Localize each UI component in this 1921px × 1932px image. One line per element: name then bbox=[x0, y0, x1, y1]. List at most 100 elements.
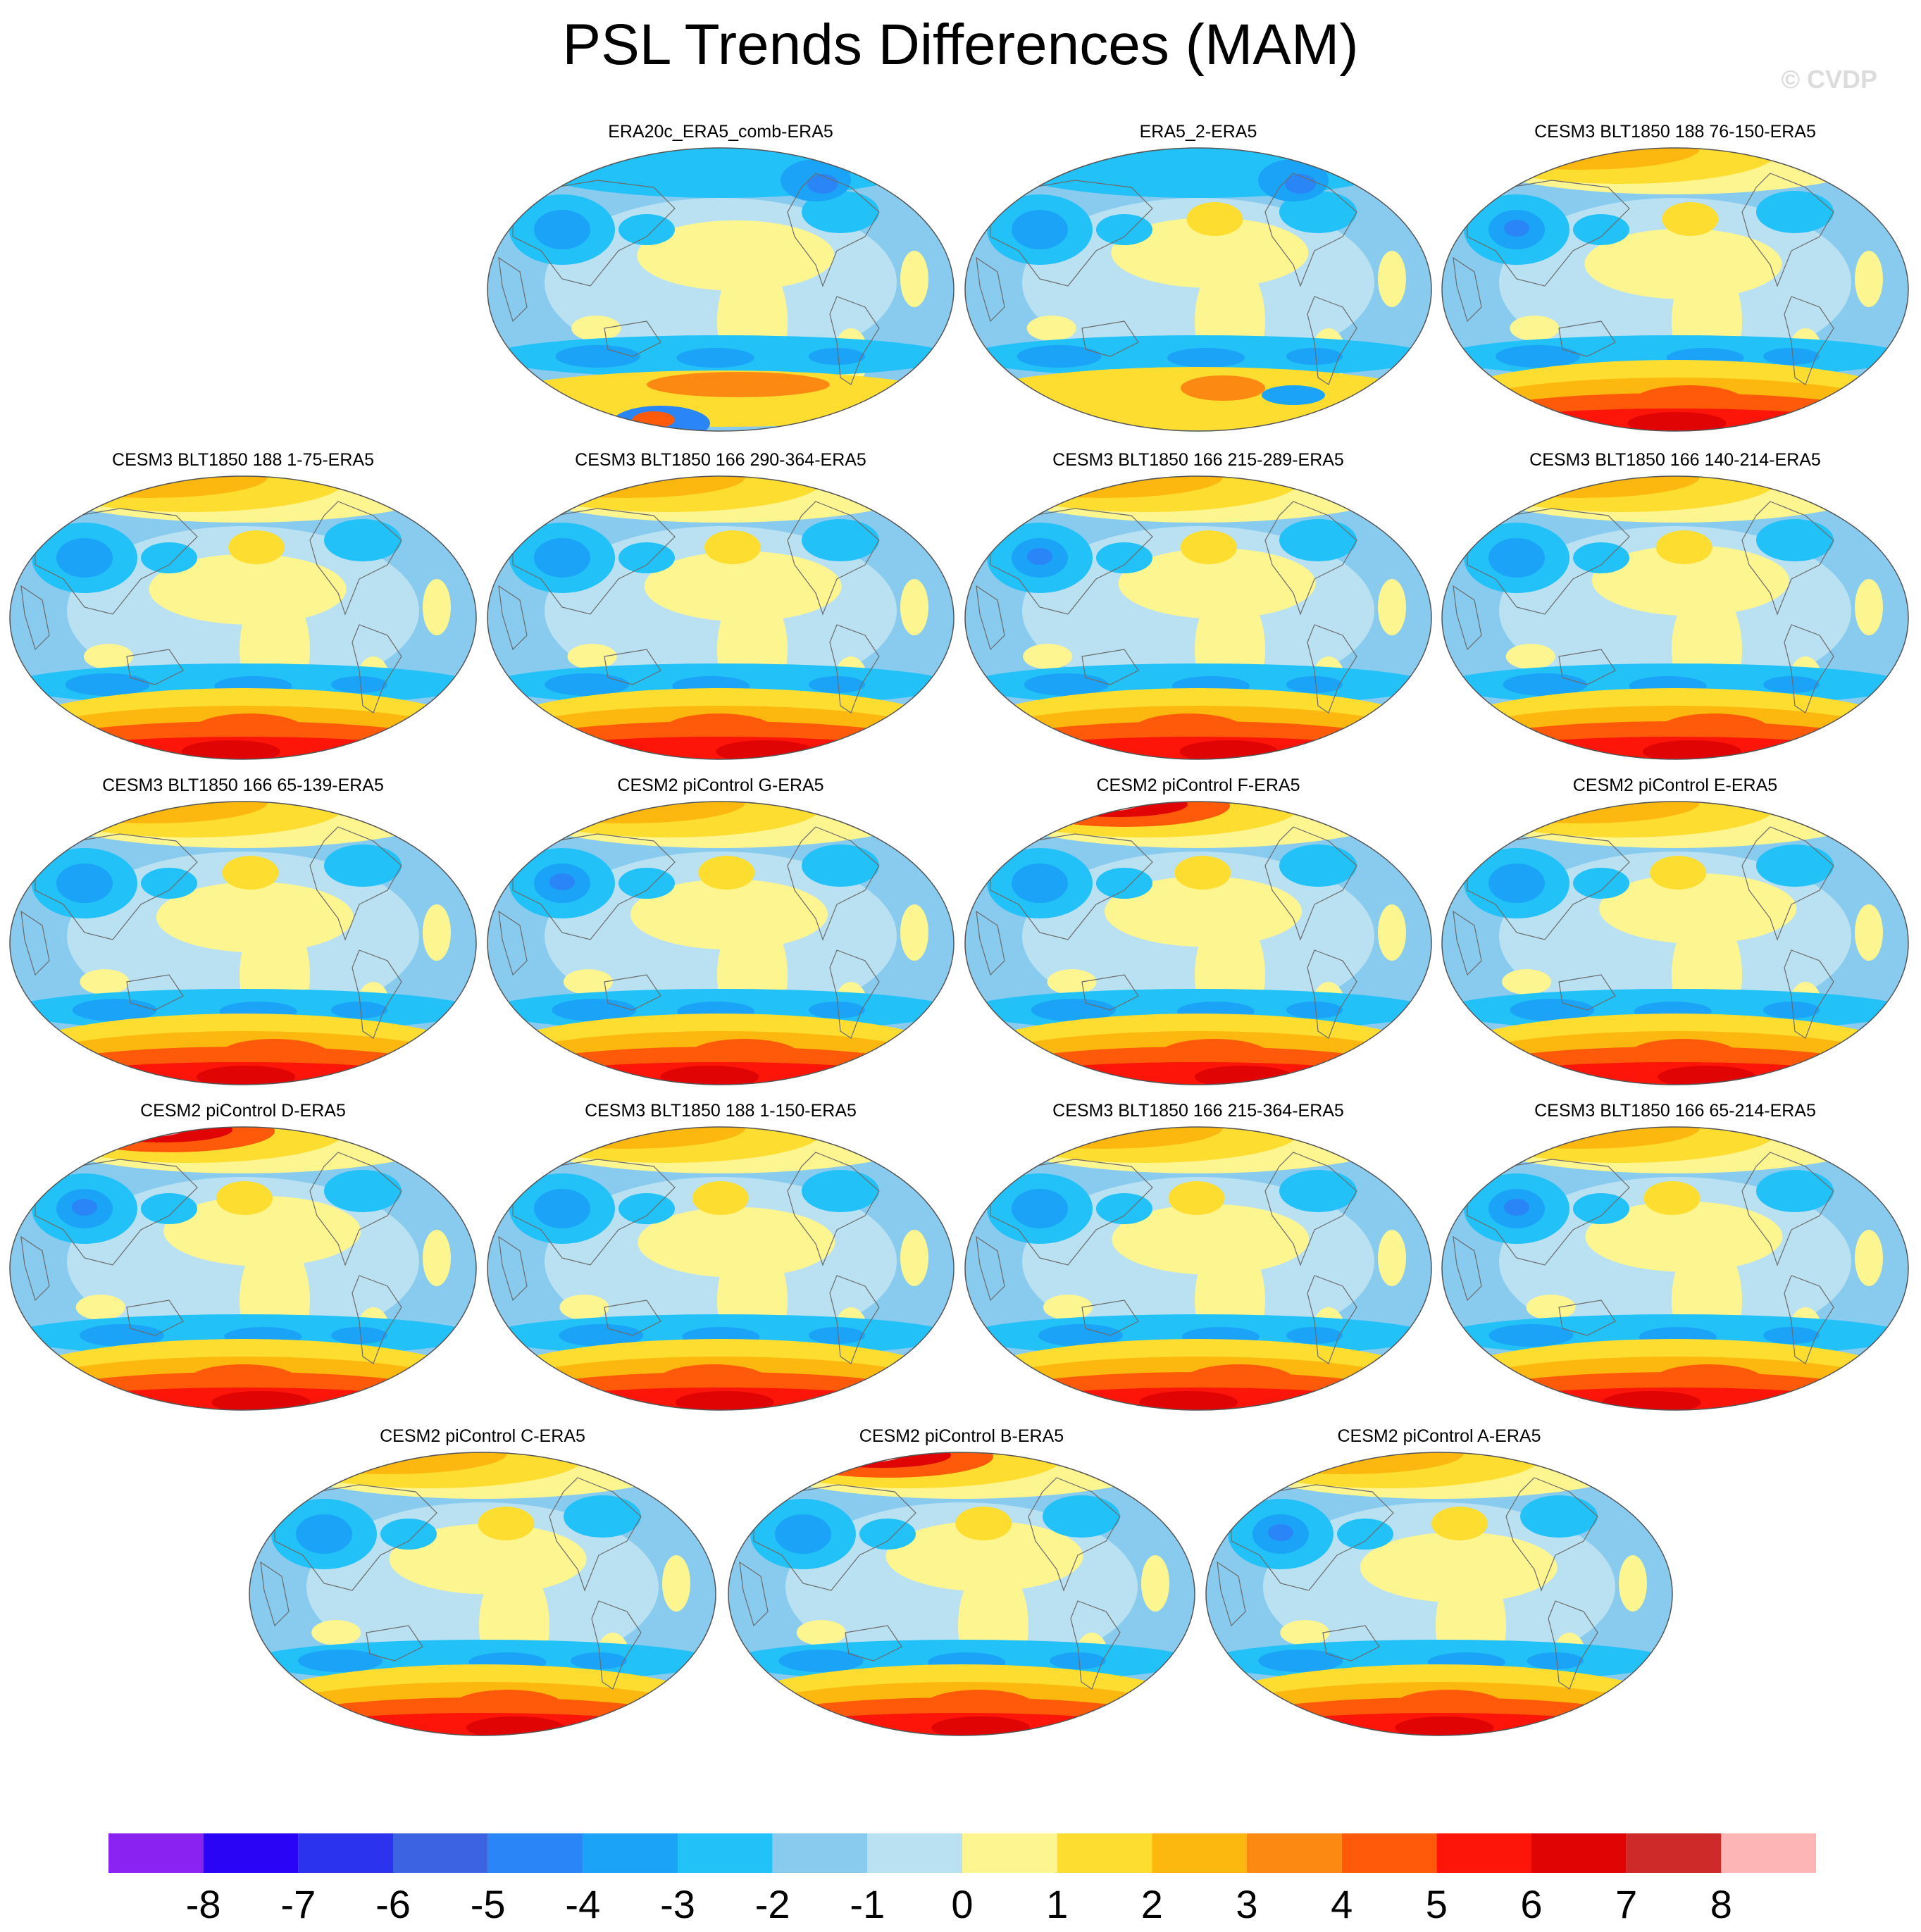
coastlines bbox=[976, 173, 1357, 385]
positive-patch bbox=[900, 251, 928, 307]
north-america-outline bbox=[787, 173, 880, 287]
north-america-outline bbox=[1264, 501, 1357, 616]
colorbar-tick-label: 6 bbox=[1520, 1882, 1542, 1926]
robinson-map bbox=[1441, 475, 1909, 760]
asia-outline bbox=[990, 508, 1153, 615]
negative-patch bbox=[324, 1170, 402, 1212]
south-america-outline bbox=[1784, 1275, 1834, 1364]
panel-title: CESM2 piControl E-ERA5 bbox=[1572, 775, 1778, 795]
africa-outline bbox=[1453, 910, 1482, 976]
australia-outline bbox=[1558, 1300, 1616, 1336]
negative-patch bbox=[1573, 542, 1629, 573]
negative-patch bbox=[552, 999, 637, 1021]
asia-outline bbox=[990, 180, 1153, 287]
map-panel: CESM2 piControl E-ERA5 bbox=[1439, 773, 1911, 1097]
negative-patch bbox=[1031, 999, 1116, 1021]
positive-patch bbox=[1431, 1507, 1488, 1540]
page-title: PSL Trends Differences (MAM) bbox=[562, 13, 1359, 77]
south-america-outline bbox=[1070, 1600, 1121, 1690]
negative-patch bbox=[809, 348, 865, 365]
negative-patch bbox=[1096, 1193, 1152, 1224]
negative-patch bbox=[1496, 345, 1581, 368]
panel-title: CESM2 piControl D-ERA5 bbox=[140, 1101, 346, 1121]
asia-outline bbox=[274, 1484, 437, 1591]
south-america-outline bbox=[591, 1600, 642, 1690]
negative-patch bbox=[324, 519, 402, 561]
coastlines bbox=[498, 173, 880, 385]
australia-outline bbox=[1081, 974, 1139, 1011]
asia-outline bbox=[35, 833, 198, 940]
positive-patch bbox=[222, 856, 279, 890]
positive-patch bbox=[1662, 202, 1719, 236]
coastlines bbox=[20, 826, 402, 1039]
negative-patch bbox=[859, 1519, 916, 1550]
colorbar-tick-label: -5 bbox=[471, 1882, 506, 1926]
map-field bbox=[10, 802, 476, 1085]
negative-patch bbox=[1279, 845, 1357, 887]
negative-patch bbox=[571, 1652, 627, 1669]
australia-outline bbox=[845, 1625, 902, 1662]
negative-patch bbox=[324, 845, 402, 887]
negative-patch bbox=[331, 1002, 387, 1018]
negative-patch bbox=[1096, 214, 1152, 245]
robinson-map bbox=[964, 801, 1432, 1085]
asia-outline bbox=[512, 508, 676, 615]
asia-outline bbox=[990, 1159, 1153, 1266]
negative-patch bbox=[1763, 1002, 1820, 1018]
colorbar-swatch bbox=[1247, 1833, 1342, 1873]
negative-patch bbox=[618, 214, 675, 245]
asia-outline bbox=[753, 1484, 916, 1591]
antarctic-band bbox=[1139, 1391, 1238, 1410]
north-america-outline bbox=[1028, 1477, 1121, 1592]
positive-patch bbox=[796, 1620, 846, 1645]
coastlines bbox=[498, 501, 880, 713]
south-america-outline bbox=[829, 296, 880, 385]
negative-patch bbox=[1510, 999, 1595, 1021]
colorbar-tick-label: -2 bbox=[755, 1882, 790, 1926]
positive-patch bbox=[1502, 969, 1552, 995]
colorbar-swatch bbox=[108, 1833, 204, 1873]
australia-outline bbox=[366, 1625, 423, 1662]
map-border bbox=[728, 1452, 1195, 1736]
negative-patch bbox=[809, 1327, 865, 1344]
negative-patch bbox=[1756, 191, 1834, 233]
negative-patch bbox=[56, 538, 113, 578]
negative-patch bbox=[555, 345, 640, 368]
asia-outline bbox=[512, 180, 676, 287]
robinson-map bbox=[1441, 801, 1909, 1085]
south-america-outline bbox=[1784, 296, 1834, 385]
negative-patch bbox=[65, 673, 150, 696]
panel-title: CESM2 piControl B-ERA5 bbox=[859, 1426, 1064, 1446]
south-america-outline bbox=[352, 1275, 402, 1364]
panel-title: CESM3 BLT1850 166 215-289-ERA5 bbox=[1052, 450, 1344, 470]
coastlines bbox=[1453, 826, 1834, 1039]
positive-patch bbox=[1855, 904, 1883, 961]
australia-outline bbox=[126, 1300, 184, 1336]
negative-patch bbox=[1573, 214, 1629, 245]
positive-patch bbox=[228, 530, 285, 564]
positive-patch bbox=[885, 1521, 1083, 1592]
map-panel: CESM3 BLT1850 188 1-75-ERA5 bbox=[7, 448, 479, 772]
panel-title: CESM2 piControl A-ERA5 bbox=[1337, 1426, 1541, 1446]
coastlines bbox=[976, 501, 1357, 713]
colorbar-swatch bbox=[1626, 1833, 1722, 1873]
robinson-map bbox=[9, 1126, 477, 1411]
positive-patch bbox=[1141, 1555, 1169, 1612]
africa-outline bbox=[498, 585, 528, 651]
negative-patch bbox=[1279, 191, 1357, 233]
map-field bbox=[10, 476, 476, 759]
positive-patch bbox=[1650, 856, 1707, 890]
south-america-outline bbox=[352, 949, 402, 1039]
robinson-map bbox=[487, 1126, 955, 1411]
north-america-outline bbox=[787, 501, 880, 616]
colorbar-tick-label: 3 bbox=[1236, 1882, 1257, 1926]
colorbar-tick-label: -4 bbox=[565, 1882, 600, 1926]
map-border bbox=[487, 147, 955, 432]
south-america-outline bbox=[352, 624, 402, 713]
negative-patch bbox=[1756, 1170, 1834, 1212]
negative-patch bbox=[618, 868, 675, 899]
colorbar-swatch bbox=[1721, 1833, 1816, 1873]
asia-outline bbox=[512, 1159, 676, 1266]
positive-patch bbox=[900, 1230, 928, 1286]
positive-patch bbox=[1174, 856, 1231, 890]
